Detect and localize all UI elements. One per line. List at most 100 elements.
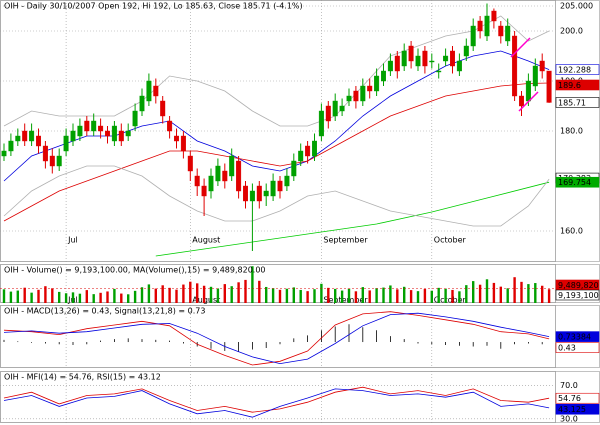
volume-bar (182, 284, 185, 303)
volume-bar (92, 294, 95, 303)
volume-bar (389, 285, 392, 303)
candle-body (153, 85, 159, 97)
candle-body (470, 25, 476, 47)
candle-body (346, 95, 352, 102)
volume-bar (216, 288, 220, 303)
volume-bar (230, 286, 233, 303)
candle-body (277, 180, 283, 192)
volume-bar (71, 292, 75, 303)
candle-body (339, 105, 345, 112)
volume-bar (520, 281, 523, 303)
volume-bar (37, 289, 40, 303)
x-tick-label: August (192, 236, 220, 245)
candle-body (22, 130, 28, 142)
pane-title: OIH - MACD(13,26) = 0.43, Signal(13,21,8… (4, 307, 205, 316)
volume-bar (340, 290, 344, 303)
volume-bar (465, 285, 468, 303)
candle-body (242, 185, 248, 202)
volume-bar (409, 290, 413, 303)
candle-body (118, 130, 124, 142)
overlay-line (3, 165, 550, 227)
volume-bar (547, 289, 551, 303)
pane-title: OIH - MFI(14) = 54.76, RSI(15) = 43.12 (4, 373, 161, 382)
candle-body (456, 60, 462, 72)
candle-body (374, 75, 380, 92)
volume-bar (133, 290, 137, 303)
candle-body (63, 135, 69, 152)
value-box-label: 185.71 (558, 98, 586, 107)
value-box (555, 403, 600, 415)
candle-body (325, 105, 331, 122)
candle-body (284, 175, 290, 187)
candle-body (491, 10, 497, 22)
value-box-label: 169.754 (558, 178, 591, 187)
overlay-line (3, 50, 550, 182)
candle-body (318, 110, 324, 137)
volume-bar (499, 286, 502, 303)
candle-body (236, 160, 242, 192)
value-box-label: 9,193,100 (558, 291, 599, 300)
overlay-line (3, 15, 550, 127)
volume-bar (347, 288, 351, 303)
candle-body (160, 100, 166, 117)
volume-bar (361, 287, 364, 303)
volume-bar (271, 288, 275, 303)
pane-title: OIH - Volume() = 9,193,100.00, MA(Volume… (4, 266, 266, 275)
volume-bar (175, 289, 178, 303)
volume-bar (306, 291, 309, 303)
candle-body (353, 90, 359, 102)
value-box (555, 97, 600, 108)
y-tick-label: 30.0 (560, 414, 578, 423)
candle-body (477, 20, 483, 32)
value-box (555, 289, 600, 301)
volume-bar (237, 282, 240, 303)
value-box-label: 189.6 (558, 81, 581, 90)
candle-body (450, 50, 456, 67)
candle-body (146, 80, 152, 102)
volume-bar (106, 291, 109, 303)
volume-bar (147, 284, 151, 303)
value-box-label: 9,489,820 (558, 281, 599, 290)
overlay-line (155, 181, 550, 257)
volume-bar (154, 288, 157, 303)
volume-bar (58, 291, 61, 303)
volume-bar (513, 277, 516, 303)
candle-body (125, 130, 131, 137)
value-box-label: 54.76 (558, 394, 581, 403)
candle-body (367, 85, 373, 92)
candle-body (98, 125, 104, 132)
volume-bar (478, 284, 482, 303)
candle-body (256, 185, 262, 202)
value-box (555, 64, 600, 75)
volume-bar (444, 288, 447, 303)
trend-line (518, 91, 539, 112)
volume-bar (320, 283, 323, 303)
volume-bar (196, 283, 199, 303)
volume-bar (2, 289, 6, 303)
overlay-line (3, 82, 550, 222)
volume-bar (140, 287, 144, 303)
trend-line (510, 37, 531, 58)
volume-bar (78, 293, 82, 303)
volume-bar (368, 290, 371, 303)
volume-bar (251, 266, 254, 303)
volume-bar (9, 291, 13, 303)
volume-bar (423, 288, 427, 303)
candle-body (525, 80, 531, 102)
y-tick-label: 180.0 (560, 127, 583, 136)
volume-bar (334, 288, 337, 303)
volume-bar (189, 281, 192, 303)
candle-body (56, 155, 62, 167)
volume-bar (161, 285, 164, 303)
candle-body (429, 60, 435, 63)
axis-strip (555, 0, 600, 262)
candle-body (29, 130, 35, 142)
x-tick-label: Jul (67, 236, 78, 245)
candle-body (139, 95, 145, 112)
volume-bar (127, 294, 130, 303)
volume-bar (85, 290, 88, 303)
volume-bar (430, 290, 433, 303)
y-tick-label: 160.0 (560, 227, 583, 236)
